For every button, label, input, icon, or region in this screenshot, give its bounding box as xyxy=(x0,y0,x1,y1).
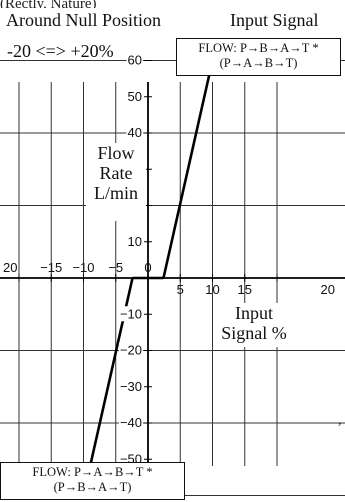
x-tick-label: 20 xyxy=(3,260,17,275)
y-tick-label-bg xyxy=(118,378,143,394)
y-tick-label-bg xyxy=(126,88,143,104)
y-tick-label-bg xyxy=(118,415,143,430)
x-tick-label: 20 xyxy=(321,282,335,297)
x-axis-title-line1: Input xyxy=(235,303,273,323)
y-tick-label: −30 xyxy=(120,379,142,394)
x-tick-label: −15 xyxy=(40,260,62,275)
y-tick-label: 50 xyxy=(128,89,142,104)
y-tick-label: 40 xyxy=(128,125,142,140)
flow-direction-box-negative: FLOW: P→A→B→T * (P→B→A→T) xyxy=(0,462,185,500)
y-tick-label-bg xyxy=(126,52,143,68)
y-axis-title-line2: L/min xyxy=(94,183,138,203)
y-axis-title-line1: Flow Rate xyxy=(97,143,135,183)
stray-mark: , xyxy=(338,413,342,428)
x-tick-label: 0 xyxy=(144,260,151,275)
x-tick-labels: 20 −15 −10 −5 0 5 10 15 20 xyxy=(3,260,335,297)
y-tick-label: −40 xyxy=(120,415,142,430)
y-tick-label-bg xyxy=(126,233,143,249)
y-tick-label: −10 xyxy=(120,306,142,321)
x-tick-label: 5 xyxy=(177,282,184,297)
cropped-header-text: (Rectly, Nature) xyxy=(0,0,97,8)
y-tick-label: 60 xyxy=(128,53,142,68)
y-tick-label-bg xyxy=(118,306,143,322)
y-tick-label: −20 xyxy=(120,343,142,358)
flow-box-negative-line1: FLOW: P→A→B→T * xyxy=(32,465,153,479)
signal-range-label: -20 <=> +20% xyxy=(7,41,114,61)
y-tick-label-bg xyxy=(126,125,143,140)
flow-direction-box-positive: FLOW: P→B→A→T * (P→A→B→T) xyxy=(176,38,341,76)
chart-heading-left: Around Null Position xyxy=(6,10,162,30)
x-tick-label: 15 xyxy=(238,282,252,297)
x-tick-label: 10 xyxy=(205,282,219,297)
y-axis-title: Flow Rate L/min xyxy=(86,143,146,221)
flow-box-positive-line2: (P→A→B→T) xyxy=(219,56,298,70)
chart-heading-right: Input Signal xyxy=(230,10,319,30)
y-tick-label-bg xyxy=(118,342,143,358)
x-axis-title-line2: Signal % xyxy=(221,323,287,343)
flow-box-positive-line1: FLOW: P→B→A→T * xyxy=(198,41,319,55)
flow-line xyxy=(162,60,214,279)
y-tick-label: 10 xyxy=(128,234,142,249)
x-tick-label: −10 xyxy=(72,260,94,275)
flow-box-negative-line2: (P→B→A→T) xyxy=(53,480,132,494)
x-tick-label: −5 xyxy=(108,260,123,275)
x-axis-title: Input Signal % xyxy=(214,303,294,347)
